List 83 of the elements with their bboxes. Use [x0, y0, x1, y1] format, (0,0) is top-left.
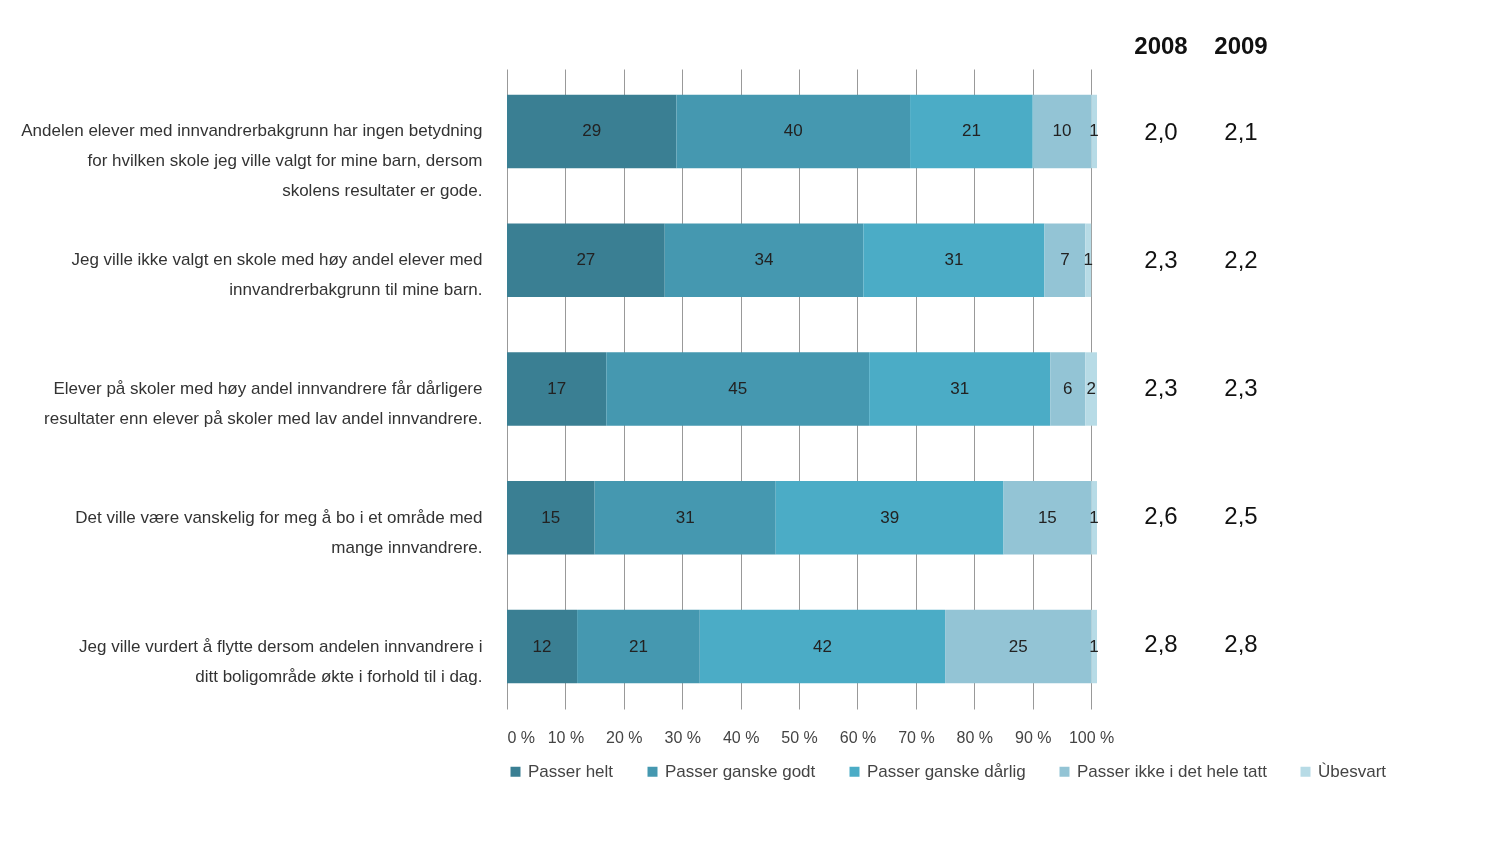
text: 2009 — [1214, 32, 1268, 59]
x-tick-label: 100 % — [1068, 728, 1115, 746]
bar — [910, 94, 1033, 169]
data-label: 1 — [1089, 507, 1099, 527]
bar — [676, 94, 911, 169]
x-tick-label: 20 % — [606, 728, 643, 746]
data-label: 45 — [728, 379, 748, 398]
data-label: 15 — [1037, 507, 1057, 527]
bar — [775, 481, 1004, 555]
data-label: 31 — [950, 379, 970, 398]
data-label: 31 — [675, 507, 695, 527]
data-label: 21 — [961, 121, 981, 141]
bar — [594, 481, 776, 555]
x-tick-label: 0 % — [507, 728, 536, 746]
legend-label: Ùbesvart — [1318, 761, 1387, 781]
data-label: 39 — [880, 507, 900, 527]
y-tick-label: Andelen elever med innvandrerbakgrunn har ingen betydning for hvilken skole jeg ville valgt for mine barn, dersom skolens resultater er gode. — [21, 121, 483, 201]
text: 2,3 — [1144, 246, 1178, 273]
bar — [664, 223, 864, 297]
data-label: 34 — [754, 250, 774, 270]
bar — [1085, 352, 1097, 426]
data-label: 1 — [1089, 121, 1099, 141]
bar — [577, 609, 700, 684]
y-tick-label: Jeg ville ikke valgt en skole med høy andel elever med innvandrerbakgrunn til mine barn. — [71, 250, 483, 300]
data-label: 21 — [628, 636, 648, 656]
bar — [869, 352, 1051, 426]
x-tick-label: 10 % — [547, 728, 585, 746]
text: 2008 — [1134, 32, 1188, 59]
text: 2,8 — [1144, 630, 1178, 657]
legend-label: Passer ikke i det hele tatt — [1077, 761, 1268, 781]
legend-label: Passer ganske godt — [665, 761, 816, 781]
bar — [1091, 609, 1097, 684]
data-label: 10 — [1052, 121, 1072, 141]
bar — [507, 223, 665, 297]
x-tick-label: 50 % — [781, 728, 818, 746]
y-tick-label: Elever på skoler med høy andel innvandrere får dårligere resultater enn elever på skoler med lav andel innvandrere. — [44, 379, 483, 428]
bar — [507, 481, 595, 555]
data-label: 27 — [576, 250, 596, 270]
x-tick-label: 90 % — [1015, 728, 1052, 746]
x-tick-label: 60 % — [839, 728, 877, 746]
bar — [507, 94, 677, 169]
bar — [863, 223, 1045, 297]
text: 2,0 — [1144, 118, 1178, 145]
data-label: 7 — [1060, 250, 1070, 270]
text: 2,6 — [1144, 502, 1178, 529]
data-label: 17 — [547, 379, 567, 398]
bar — [1085, 223, 1092, 297]
bar — [699, 609, 946, 684]
bar — [1050, 352, 1086, 426]
data-label: 2 — [1086, 379, 1096, 398]
data-label: 25 — [1008, 636, 1028, 656]
text: 2,3 — [1224, 374, 1258, 401]
text: 2,1 — [1224, 118, 1258, 145]
text: 2,8 — [1224, 630, 1258, 657]
x-tick-label: 40 % — [722, 728, 760, 746]
bar — [1091, 94, 1097, 169]
data-label: 12 — [532, 636, 552, 656]
bar — [606, 352, 870, 426]
data-label: 6 — [1063, 379, 1073, 398]
bar — [1091, 481, 1097, 555]
text: 2,5 — [1224, 502, 1258, 529]
x-tick-label: 80 % — [956, 728, 994, 746]
text: 2,3 — [1144, 374, 1178, 401]
data-label: 1 — [1089, 636, 1099, 656]
bar — [1003, 481, 1092, 555]
bar — [945, 609, 1092, 684]
data-label: 31 — [944, 250, 964, 270]
legend-label: Passer ganske dårlig — [867, 761, 1026, 781]
y-tick-label: Det ville være vanskelig for meg å bo i et område med mange innvandrere. — [75, 507, 483, 557]
data-label: 40 — [783, 121, 803, 141]
bar — [507, 609, 578, 684]
y-tick-label: Jeg ville vurdert å flytte dersom andelen innvandrere i ditt boligområde økte i forhold til i dag. — [79, 636, 483, 686]
data-label: 1 — [1083, 250, 1093, 270]
bar — [1032, 94, 1092, 169]
bar — [1044, 223, 1086, 297]
data-label: 15 — [541, 507, 561, 527]
bar — [507, 352, 607, 426]
data-label: 42 — [812, 636, 832, 656]
legend-label: Passer helt — [528, 761, 614, 781]
data-label: 29 — [582, 121, 602, 141]
text: 2,2 — [1224, 246, 1258, 273]
x-tick-label: 70 % — [898, 728, 935, 746]
x-tick-label: 30 % — [664, 728, 701, 746]
